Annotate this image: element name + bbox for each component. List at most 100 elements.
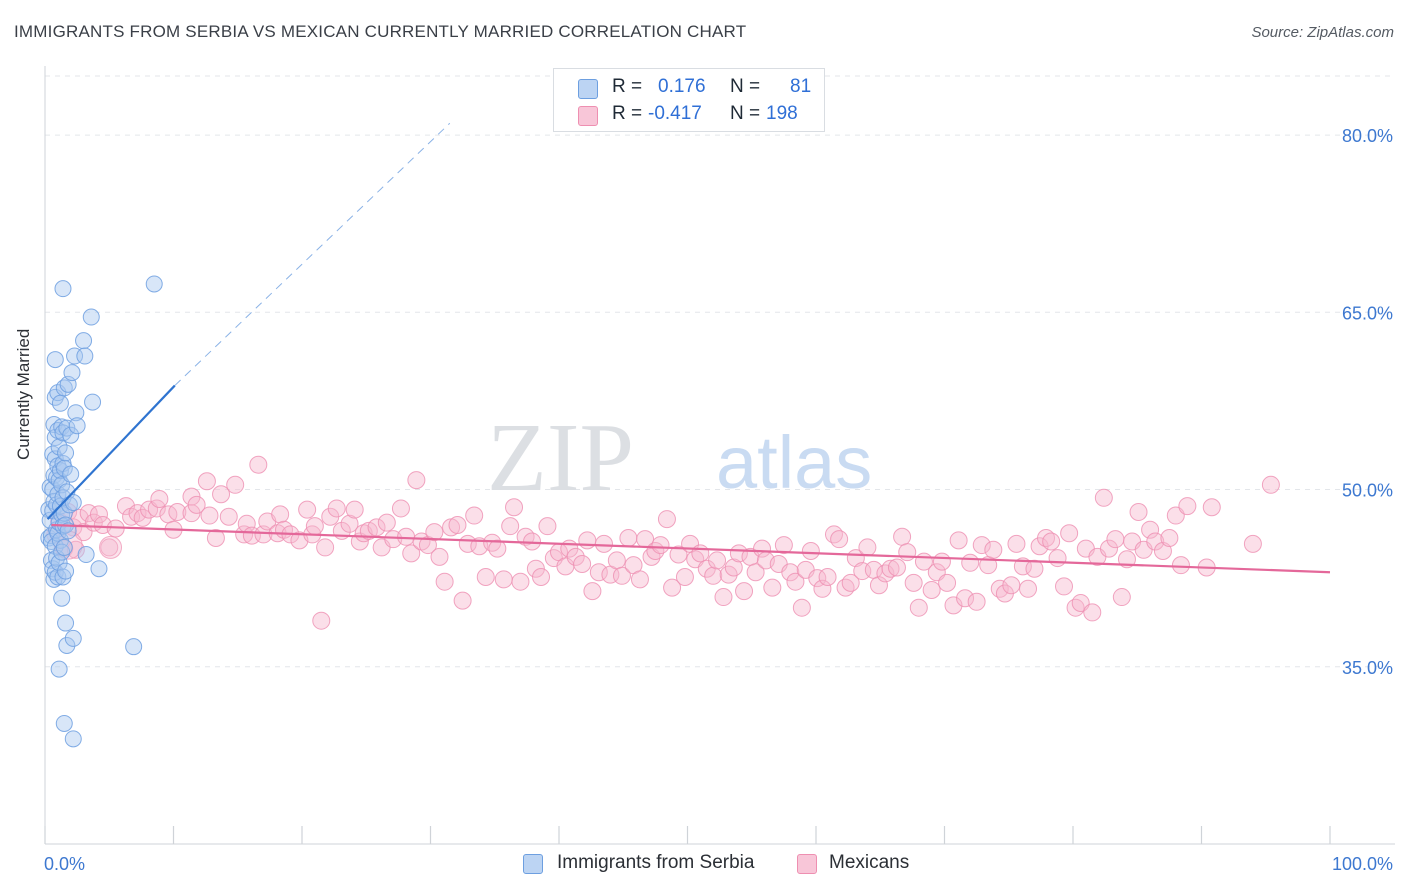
mexicans-point <box>1112 588 1131 607</box>
mexicans-point <box>594 534 613 553</box>
mexicans-point <box>1048 549 1067 568</box>
serbia-point <box>75 332 93 350</box>
y-tick-label: 35.0% <box>1342 658 1393 678</box>
serbia-point <box>53 589 71 607</box>
mexicans-trend-line <box>51 523 1331 574</box>
legend-n-label: N = <box>730 76 761 97</box>
serbia-point <box>64 730 82 748</box>
serbia-point <box>67 404 85 422</box>
mexicans-point <box>1060 524 1079 543</box>
mexicans-point <box>1243 534 1262 553</box>
mexicans-point-cluster <box>99 535 123 559</box>
mexicans-point <box>841 573 860 592</box>
legend-n-mexicans: 198 <box>766 103 798 124</box>
mexicans-point <box>573 554 592 573</box>
serbia-point <box>59 522 77 540</box>
serbia-point <box>55 714 73 732</box>
serbia-point <box>55 538 73 556</box>
bottom-legend-swatch-serbia <box>523 854 543 874</box>
mexicans-point <box>675 567 694 586</box>
mexicans-point <box>984 540 1003 559</box>
serbia-trend-extension <box>174 122 451 386</box>
legend-n-serbia: 81 <box>790 76 812 97</box>
mexicans-point <box>763 578 782 597</box>
mexicans-point <box>1007 534 1026 553</box>
mexicans-point <box>753 539 772 558</box>
trend-lines <box>46 122 1331 574</box>
serbia-point <box>145 275 163 293</box>
mexicans-point <box>729 544 748 563</box>
serbia-point <box>66 347 84 365</box>
mexicans-point <box>425 523 444 542</box>
y-axis-label: Currently Married <box>14 328 33 460</box>
mexicans-point <box>1160 528 1179 547</box>
mexicans-point <box>944 596 963 615</box>
mexicans-point <box>1019 579 1038 598</box>
legend-swatch-mexicans <box>578 106 598 126</box>
source-label: Source: ZipAtlas.com <box>1251 24 1394 41</box>
mexicans-point <box>774 536 793 555</box>
mexicans-point <box>298 500 317 519</box>
mexicans-point <box>898 543 917 562</box>
bottom-legend-label-mexicans: Mexicans <box>829 852 910 873</box>
mexicans-point <box>249 455 268 474</box>
serbia-point <box>50 660 68 678</box>
mexicans-point <box>876 564 895 583</box>
watermark-zip: ZIP <box>487 404 634 512</box>
mexicans-point <box>887 558 906 577</box>
mexicans-point <box>235 525 254 544</box>
mexicans-point <box>1153 541 1172 560</box>
mexicans-point <box>1066 598 1085 617</box>
mexicans-point <box>881 559 900 578</box>
mexicans-point <box>327 499 346 518</box>
serbia-point <box>57 444 75 462</box>
serbia-point <box>62 465 80 483</box>
mexicans-point <box>316 538 335 557</box>
mexicans-point <box>786 572 805 591</box>
serbia-point <box>64 494 82 512</box>
mexicans-point <box>226 475 245 494</box>
mexicans-point <box>219 507 238 526</box>
mexicans-point <box>1178 497 1197 516</box>
serbia-point <box>63 364 81 382</box>
mexicans-point <box>818 567 837 586</box>
mexicans-point <box>724 558 743 577</box>
mexicans-point <box>505 498 524 517</box>
mexicans-point <box>932 552 951 571</box>
mexicans-point <box>116 497 135 516</box>
mexicans-point <box>488 539 507 558</box>
mexicans-point <box>483 533 502 552</box>
serbia-point <box>51 394 69 412</box>
mexicans-point <box>1002 576 1021 595</box>
mexicans-point <box>869 576 888 595</box>
mexicans-point <box>391 499 410 518</box>
axis-labels: 35.0% 50.0% 65.0% 80.0% 0.0% 100.0% <box>44 126 1393 874</box>
mexicans-point <box>949 531 968 550</box>
mexicans-point <box>1202 498 1221 517</box>
mexicans-point <box>566 547 585 566</box>
legend-row-mexicans: R = -0.417 N = 198 <box>554 102 824 128</box>
correlation-legend: R = 0.176 N = 81 R = -0.417 N = 198 <box>553 68 825 132</box>
mexicans-point <box>476 567 495 586</box>
mexicans-point <box>1171 556 1190 575</box>
mexicans-point <box>589 563 608 582</box>
mexicans-point <box>345 500 364 519</box>
y-tick-label: 80.0% <box>1342 126 1393 146</box>
mexicans-point <box>669 545 688 564</box>
bottom-legend-swatch-mexicans <box>797 854 817 874</box>
serbia-point <box>82 308 100 326</box>
mexicans-point <box>938 573 957 592</box>
mexicans-point <box>830 530 849 549</box>
mexicans-point <box>168 502 187 521</box>
mexicans-point <box>448 515 467 534</box>
mexicans-point <box>836 578 855 597</box>
mexicans-point <box>858 538 877 557</box>
mexicans-point <box>402 544 421 563</box>
mexicans-point <box>340 514 359 533</box>
mexicans-point <box>663 578 682 597</box>
zipatlas-watermark: ZIP atlas <box>487 404 872 512</box>
mexicans-point <box>792 598 811 617</box>
mexicans-point <box>1037 528 1056 547</box>
mexicans-point <box>612 566 631 585</box>
serbia-point <box>50 438 68 456</box>
